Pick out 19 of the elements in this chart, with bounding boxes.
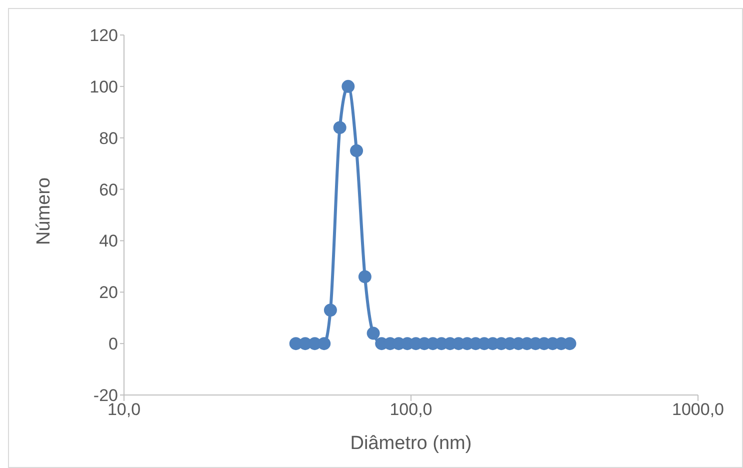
point xyxy=(333,121,346,134)
point xyxy=(350,144,364,158)
y-tick-label: 120 xyxy=(90,26,118,46)
x-tick-label: 100,0 xyxy=(390,400,432,420)
y-tick-label: 80 xyxy=(99,128,118,148)
y-tick-label: 20 xyxy=(99,283,118,302)
point xyxy=(358,270,372,284)
x-tick-label: 10,0 xyxy=(107,400,141,420)
x-axis-title: Diâmetro (nm) xyxy=(350,433,472,454)
point xyxy=(342,80,355,93)
y-tick-label: 60 xyxy=(99,180,118,200)
y-axis-title: Número xyxy=(34,177,55,245)
point xyxy=(324,304,337,317)
point xyxy=(366,326,380,340)
y-tick-label: 40 xyxy=(99,232,118,251)
x-tick-label: 1000,0 xyxy=(672,400,724,420)
point xyxy=(563,337,576,350)
y-tick-label: 100 xyxy=(90,77,118,96)
y-tick-label: 0 xyxy=(108,334,118,354)
